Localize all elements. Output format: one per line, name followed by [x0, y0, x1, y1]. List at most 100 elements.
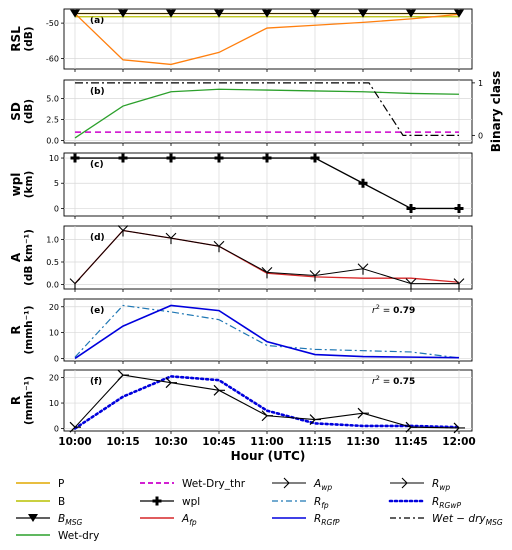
- legend-label-awp: Awp: [313, 478, 332, 492]
- bmsg-marker: [214, 9, 224, 18]
- y2-tick-label: 0: [478, 131, 483, 140]
- y-tick-label: 5: [54, 179, 59, 188]
- y2-tick-label: 1: [478, 79, 483, 88]
- x-tick-label: 10:45: [202, 436, 235, 448]
- awp-marker: [309, 270, 321, 282]
- bmsg-marker: [70, 9, 80, 18]
- bmsg-marker: [358, 9, 368, 18]
- rwp-marker: [453, 422, 465, 434]
- y-axis-label: R(mmh⁻¹): [9, 305, 35, 354]
- rwp-marker: [69, 421, 81, 433]
- bmsg-marker: [118, 9, 128, 18]
- panel-label: (b): [90, 87, 105, 97]
- series-wetdry-msg: [75, 82, 459, 136]
- x-tick-label: 10:00: [58, 436, 91, 448]
- rwp-marker: [165, 377, 177, 389]
- rwp-marker: [357, 407, 369, 419]
- x-tick-label: 11:00: [250, 436, 283, 448]
- legend-label-thr: Wet-Dry_thr: [182, 478, 246, 490]
- r2-annotation: r2 = 0.75: [372, 374, 415, 387]
- y-tick-label: 5.0: [46, 94, 59, 103]
- y-tick-label: 0: [54, 354, 59, 363]
- plot-frame: [63, 369, 473, 432]
- y-tick-label: 10: [49, 154, 59, 163]
- y-tick-label: 20: [49, 374, 59, 383]
- y-tick-label: 20: [49, 303, 59, 312]
- legend-label-rfp: Rfp: [314, 496, 329, 510]
- panel-1: 0.0 2.5 5.0 SD(dB) (b) 0 1 Binary class: [9, 71, 503, 152]
- y-axis-label: SD(dB): [9, 99, 35, 124]
- awp-marker: [165, 232, 177, 245]
- y-tick-label: 0: [54, 424, 59, 433]
- legend-label-rrgwp: RRGwP: [432, 496, 461, 510]
- panel-4: 0 10 20 R(mmh⁻¹) (e) r2 = 0.79: [9, 298, 473, 364]
- bmsg-marker: [454, 9, 464, 18]
- plot-frame: [63, 152, 473, 217]
- legend-label-bmsg: BMSG: [58, 513, 82, 527]
- rwp-marker: [309, 414, 321, 425]
- legend-label-wdmsg: Wet − dryMSG: [432, 513, 503, 527]
- awp-marker: [69, 278, 81, 290]
- rwp-marker: [117, 369, 129, 381]
- y-axis-label: A(dB km⁻¹): [9, 229, 35, 286]
- panel-3: 0.0 0.5 1.0 A(dB km⁻¹) (d): [9, 225, 473, 292]
- y-tick-label: 0: [54, 204, 59, 213]
- legend-label-wd: Wet-dry: [58, 530, 99, 542]
- y-tick-label: 2.5: [46, 115, 59, 124]
- panel-label: (a): [90, 16, 104, 26]
- awp-marker: [453, 278, 465, 290]
- wpl-marker: [262, 153, 272, 163]
- x-tick-label: 12:00: [442, 436, 475, 448]
- x-tick-label: 11:15: [298, 436, 331, 448]
- panel-5: 0 10 20 R(mmh⁻¹) (f) r2 = 0.75 10:00 10:15 10:30…: [9, 369, 476, 463]
- awp-marker: [405, 278, 417, 290]
- panel-2: 0 5 10 wpl(km) (c): [9, 152, 473, 219]
- series-orange: [74, 13, 460, 66]
- wpl-marker: [358, 178, 368, 188]
- y-tick-label: 10: [49, 329, 59, 338]
- wpl-marker: [214, 153, 224, 163]
- wpl-marker: [70, 153, 80, 163]
- y-tick-label: 0.0: [46, 281, 59, 290]
- bmsg-marker: [406, 9, 416, 18]
- panel-label: (d): [90, 233, 105, 243]
- bmsg-marker: [166, 9, 176, 18]
- awp-marker: [357, 263, 369, 275]
- wpl-marker: [406, 203, 416, 213]
- y-tick-label: 0.5: [46, 258, 59, 267]
- panel-label: (c): [90, 160, 104, 170]
- y-tick-label: 10: [49, 399, 59, 408]
- x-axis-label: Hour (UTC): [231, 449, 306, 463]
- series-RRGfP: [74, 304, 460, 360]
- legend-label-b: B: [58, 496, 65, 508]
- legend-swatch-wpl: [140, 496, 174, 506]
- y-axis-label: RSL(dB): [9, 26, 35, 52]
- wpl-marker: [166, 153, 176, 163]
- rwp-marker: [405, 421, 417, 433]
- legend-swatch-rwp: [390, 477, 424, 489]
- series-RRGwP: [73, 375, 461, 430]
- x-tick-label: 10:30: [154, 436, 187, 448]
- panel-label: (e): [90, 306, 104, 316]
- x-tick-label: 11:30: [346, 436, 379, 448]
- x-tick-label: 10:15: [106, 436, 139, 448]
- bmsg-marker: [310, 9, 320, 18]
- awp-marker: [261, 266, 273, 279]
- wpl-marker: [454, 203, 464, 213]
- plot-frame: [63, 298, 473, 362]
- y-tick-label: -60: [46, 54, 59, 63]
- panel-0: -50 -60 RSL(dB) (a): [9, 8, 473, 72]
- wpl-marker: [310, 153, 320, 163]
- y-axis-label: R(mmh⁻¹): [9, 376, 35, 425]
- x-tick-label: 11:45: [394, 436, 427, 448]
- legend-label-p: P: [58, 478, 64, 490]
- legend-label-afp: Afp: [181, 513, 197, 527]
- legend-label-wpl: wpl: [182, 496, 200, 508]
- series-Rfp: [74, 304, 460, 359]
- y-tick-label: -50: [46, 19, 59, 28]
- y-tick-label: 1.0: [46, 236, 59, 245]
- y-tick-label: 0.0: [46, 136, 59, 145]
- wpl-marker: [118, 153, 128, 163]
